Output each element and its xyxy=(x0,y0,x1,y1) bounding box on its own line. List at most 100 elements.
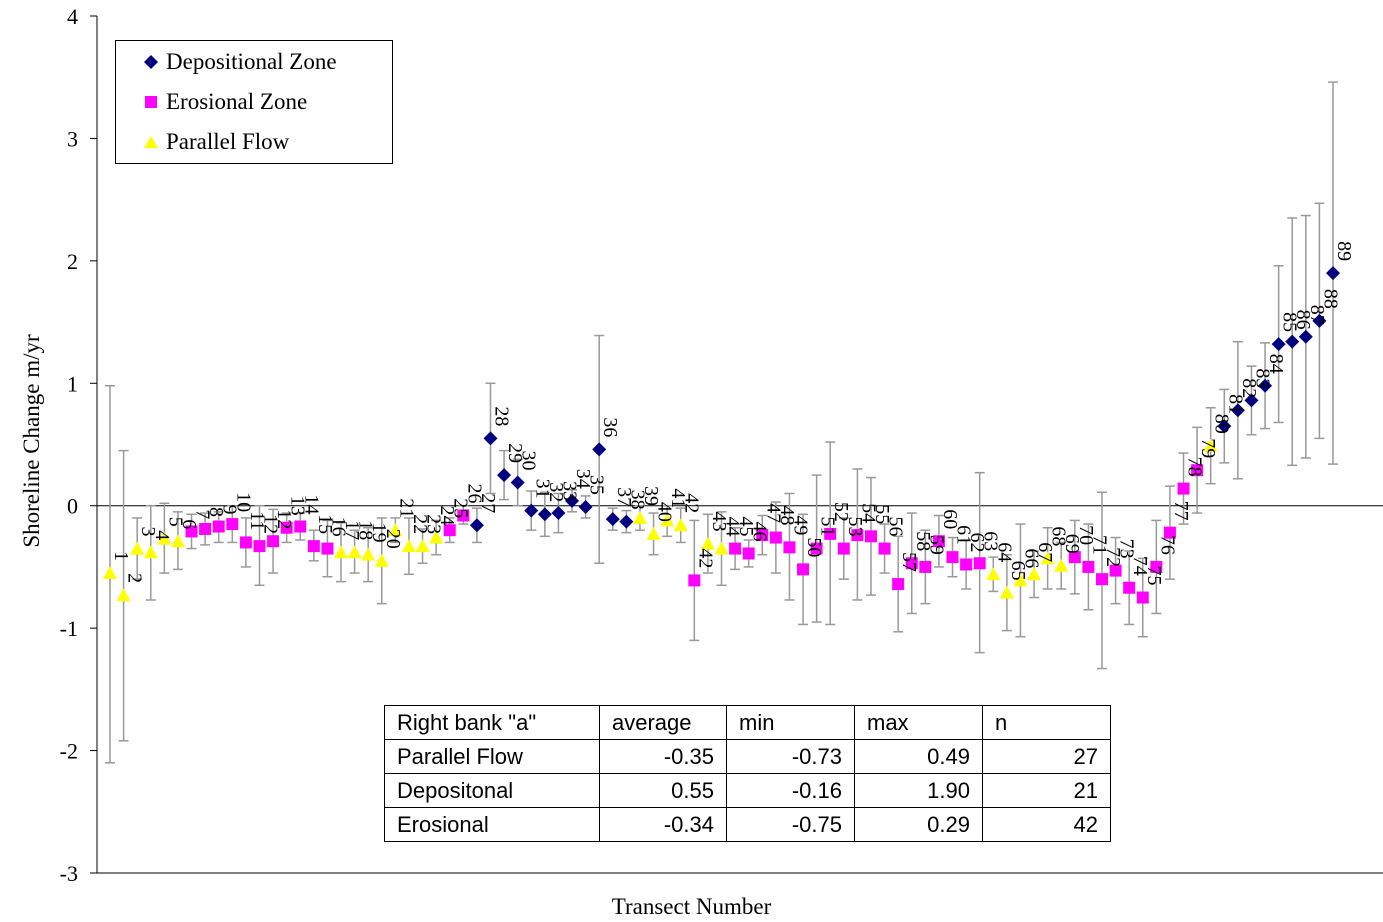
point-label: 43 xyxy=(708,512,730,532)
erosional-point xyxy=(892,578,905,591)
depositional-point xyxy=(619,514,634,529)
erosional-point xyxy=(1109,564,1122,577)
y-tick-label: -2 xyxy=(60,739,78,764)
parallel-flow-point xyxy=(388,523,403,537)
depositional-point xyxy=(1230,403,1245,418)
point-label: 63 xyxy=(980,531,1002,551)
depositional-point xyxy=(605,512,620,527)
square-marker-icon xyxy=(145,96,157,108)
table-header-cell: max xyxy=(854,705,983,740)
depositional-point xyxy=(565,493,580,508)
table-cell: -0.35 xyxy=(599,739,727,774)
point-label: 12 xyxy=(259,514,281,534)
erosional-point xyxy=(280,521,293,534)
parallel-flow-point xyxy=(143,545,158,559)
depositional-point xyxy=(1298,329,1313,344)
point-label: 12 xyxy=(273,509,295,529)
y-tick-label: -3 xyxy=(60,861,78,886)
y-tick-label: 4 xyxy=(67,4,78,29)
point-label: 4 xyxy=(151,530,173,540)
point-label: 8 xyxy=(205,507,227,517)
depositional-point xyxy=(1258,378,1273,393)
parallel-flow-point xyxy=(986,567,1001,581)
point-label: 29 xyxy=(504,443,526,463)
erosional-point xyxy=(1150,560,1163,573)
point-label: 79 xyxy=(1197,438,1219,458)
point-label: 17 xyxy=(341,520,363,540)
point-label: 15 xyxy=(314,514,336,534)
table-cell: Parallel Flow xyxy=(384,739,600,774)
erosional-point xyxy=(756,529,769,542)
point-label: 62 xyxy=(966,532,988,552)
point-label: 39 xyxy=(640,486,662,506)
erosional-point xyxy=(1163,526,1176,539)
table-cell: 1.90 xyxy=(854,773,983,808)
point-label: 70 xyxy=(1075,525,1097,545)
point-label: 58 xyxy=(912,531,934,551)
point-label: 21 xyxy=(395,498,417,518)
table-cell: -0.73 xyxy=(726,739,855,774)
point-label: 55 xyxy=(871,504,893,524)
point-label: 31 xyxy=(531,479,553,499)
table-cell: -0.75 xyxy=(726,807,855,842)
erosional-point xyxy=(321,542,334,555)
erosional-point xyxy=(1177,482,1190,495)
point-label: 42 xyxy=(681,493,703,513)
point-label: 20 xyxy=(382,529,404,549)
depositional-point xyxy=(1271,337,1286,352)
erosional-point xyxy=(810,542,823,555)
triangle-marker-icon xyxy=(144,136,158,148)
point-label: 68 xyxy=(1048,526,1070,546)
point-label: 5 xyxy=(164,517,186,527)
erosional-point xyxy=(1068,551,1081,564)
erosional-point xyxy=(199,522,212,535)
point-label: 76 xyxy=(1156,535,1178,555)
erosional-point xyxy=(783,541,796,554)
erosional-point xyxy=(457,509,470,522)
erosional-point xyxy=(294,520,307,533)
error-bars xyxy=(105,81,1338,764)
point-label: 49 xyxy=(789,515,811,535)
point-label: 82 xyxy=(1238,378,1260,398)
point-label: 59 xyxy=(925,535,947,555)
point-label: 18 xyxy=(355,520,377,540)
depositional-point xyxy=(524,503,539,518)
depositional-point xyxy=(592,442,607,457)
parallel-flow-point xyxy=(347,545,362,559)
erosional-point xyxy=(1082,560,1095,573)
legend-label: Depositional Zone xyxy=(166,49,337,74)
point-label: 65 xyxy=(1007,561,1029,581)
parallel-flow-point xyxy=(170,534,185,548)
point-label: 61 xyxy=(953,525,975,545)
point-label: 89 xyxy=(1333,241,1355,261)
data-markers xyxy=(103,266,1340,604)
parallel-flow-point xyxy=(700,536,715,550)
table-cell: 0.29 xyxy=(854,807,983,842)
erosional-point xyxy=(226,518,239,531)
parallel-flow-point xyxy=(334,545,349,559)
table-cell: 0.55 xyxy=(599,773,727,808)
point-label: 3 xyxy=(137,527,159,537)
erosional-point xyxy=(973,557,986,570)
depositional-point xyxy=(1217,419,1232,434)
point-label: 56 xyxy=(885,517,907,537)
erosional-point xyxy=(1123,581,1136,594)
point-label: 86 xyxy=(1292,310,1314,330)
point-label: 33 xyxy=(558,481,580,501)
y-tick-label: 1 xyxy=(67,371,78,396)
y-tick-label: 3 xyxy=(67,126,78,151)
point-label: 27 xyxy=(477,493,499,513)
point-label: 67 xyxy=(1034,542,1056,562)
point-label: 19 xyxy=(368,523,390,543)
depositional-point xyxy=(469,518,484,533)
point-label: 24 xyxy=(436,506,458,526)
table-header-cell: min xyxy=(726,705,855,740)
parallel-flow-point xyxy=(429,530,444,544)
table-cell: -0.16 xyxy=(726,773,855,808)
erosional-point xyxy=(239,536,252,549)
point-label: 64 xyxy=(993,542,1015,562)
parallel-flow-point xyxy=(999,585,1014,599)
table-cell: Erosional xyxy=(384,807,600,842)
point-label: 73 xyxy=(1116,539,1138,559)
